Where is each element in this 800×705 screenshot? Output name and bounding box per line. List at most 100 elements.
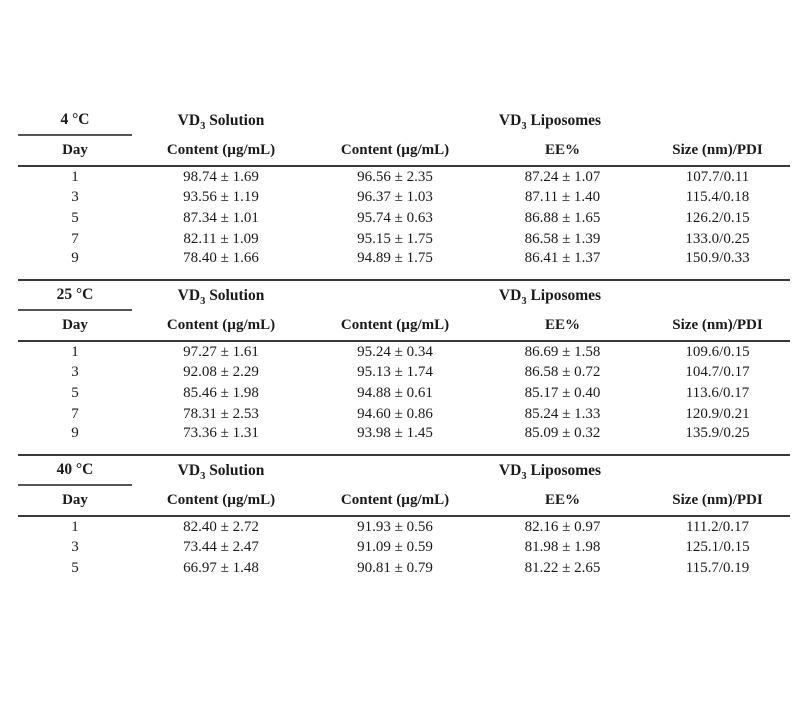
solution-content-cell: 97.27 ± 1.61 [183,343,259,360]
liposome-content-cell: 95.13 ± 1.74 [357,364,433,380]
day-cell: 9 [71,425,79,441]
day-cell: 1 [71,168,79,185]
size-pdi-cell: 109.6/0.15 [685,343,750,360]
liposome-content-cell: 94.60 ± 0.86 [357,406,433,422]
column-header-row: Day Content (µg/mL) Content (µg/mL) EE% … [18,485,790,517]
liposomes-group-header: VD3 Liposomes [310,106,790,135]
temperature-label: 25 °C [18,281,132,311]
size-pdi-cell: 111.2/0.17 [685,518,750,535]
liposome-content-cell: 94.89 ± 1.75 [357,250,433,266]
col-header-size-pdi: Size (nm)/PDI [645,485,790,517]
table-row: 1 97.27 ± 1.61 95.24 ± 0.34 86.69 ± 1.58… [18,341,790,362]
solution-content-cell: 66.97 ± 1.48 [183,560,259,576]
size-pdi-cell: 113.6/0.17 [685,385,750,401]
solution-group-header: VD3 Solution [132,456,310,485]
vd-label: VD [177,286,201,304]
vd-label: VD [498,461,522,479]
day-cell: 7 [71,231,79,247]
day-cell: 5 [71,385,79,401]
table-row: 9 73.36 ± 1.31 93.98 ± 1.45 85.09 ± 0.32… [18,425,790,455]
table-row: 9 78.40 ± 1.66 94.89 ± 1.75 86.41 ± 1.37… [18,250,790,280]
col-header-liposome-content: Content (µg/mL) [310,135,480,167]
table-row: 1 98.74 ± 1.69 96.56 ± 2.35 87.24 ± 1.07… [18,166,790,187]
solution-content-cell: 92.08 ± 2.29 [183,364,259,380]
liposome-content-cell: 95.15 ± 1.75 [357,231,433,247]
col-header-size-pdi: Size (nm)/PDI [645,310,790,342]
liposomes-group-header: VD3 Liposomes [310,281,790,310]
ee-cell: 81.22 ± 2.65 [524,560,601,576]
liposome-content-cell: 96.56 ± 2.35 [357,168,433,185]
liposome-content-cell: 93.98 ± 1.45 [357,425,433,441]
liposome-content-cell: 95.24 ± 0.34 [357,343,433,360]
ee-cell: 86.69 ± 1.58 [524,343,601,360]
col-header-solution-content: Content (µg/mL) [132,310,310,342]
ee-cell: 82.16 ± 0.97 [524,518,601,535]
liposome-content-cell: 91.93 ± 0.56 [357,518,433,535]
solution-content-cell: 85.46 ± 1.98 [183,385,259,401]
ee-cell: 81.98 ± 1.98 [524,539,601,555]
col-header-ee: EE% [480,310,645,342]
day-cell: 7 [71,406,79,422]
col-header-ee: EE% [480,485,645,517]
vd-subscript: 3 [200,295,206,307]
liposome-content-cell: 91.09 ± 0.59 [357,539,433,555]
size-pdi-cell: 120.9/0.21 [685,406,750,422]
col-header-liposome-content: Content (µg/mL) [310,310,480,342]
table-row: 3 93.56 ± 1.19 96.37 ± 1.03 87.11 ± 1.40… [18,187,790,208]
section-40c-table: 40 °C VD3 Solution VD3 Liposomes Day Con… [18,456,790,579]
section-4c-table: 4 °C VD3 Solution VD3 Liposomes Day Cont… [18,106,790,281]
solution-content-cell: 82.11 ± 1.09 [183,231,259,247]
size-pdi-cell: 133.0/0.25 [685,231,750,247]
vd-subscript: 3 [200,470,206,482]
day-cell: 3 [71,364,79,380]
section-40c: 40 °C VD3 Solution VD3 Liposomes Day Con… [18,456,790,579]
day-cell: 5 [71,560,79,576]
liposome-content-cell: 94.88 ± 0.61 [357,385,433,401]
col-header-day: Day [18,310,132,342]
ee-cell: 87.11 ± 1.40 [524,189,601,205]
table-row: 7 78.31 ± 2.53 94.60 ± 0.86 85.24 ± 1.33… [18,404,790,425]
size-pdi-cell: 115.4/0.18 [685,189,750,205]
vd-subscript: 3 [521,470,527,482]
solution-group-header: VD3 Solution [132,281,310,310]
ee-cell: 85.24 ± 1.33 [524,406,601,422]
solution-content-cell: 82.40 ± 2.72 [183,518,259,535]
section-25c: 25 °C VD3 Solution VD3 Liposomes Day Con… [18,281,790,456]
solution-label: Solution [209,286,265,304]
liposome-content-cell: 90.81 ± 0.79 [357,560,433,576]
vd-subscript: 3 [521,295,527,307]
vd-label: VD [177,111,201,129]
table-row: 5 85.46 ± 1.98 94.88 ± 0.61 85.17 ± 0.40… [18,383,790,404]
vd-label: VD [498,286,522,304]
table-row: 5 87.34 ± 1.01 95.74 ± 0.63 86.88 ± 1.65… [18,208,790,229]
col-header-liposome-content: Content (µg/mL) [310,485,480,517]
solution-label: Solution [209,461,265,479]
ee-cell: 86.58 ± 0.72 [524,364,601,380]
solution-content-cell: 78.31 ± 2.53 [183,406,259,422]
solution-content-cell: 98.74 ± 1.69 [183,168,259,185]
size-pdi-cell: 125.1/0.15 [685,539,750,555]
ee-cell: 87.24 ± 1.07 [524,168,601,185]
ee-cell: 86.41 ± 1.37 [524,250,601,266]
section-4c: 4 °C VD3 Solution VD3 Liposomes Day Cont… [18,106,790,281]
solution-content-cell: 73.44 ± 2.47 [183,539,259,555]
temperature-label: 40 °C [18,456,132,486]
col-header-solution-content: Content (µg/mL) [132,135,310,167]
vd-label: VD [498,111,522,129]
solution-content-cell: 78.40 ± 1.66 [183,250,259,266]
size-pdi-cell: 107.7/0.11 [685,168,750,185]
liposomes-label: Liposomes [530,461,602,479]
liposome-content-cell: 96.37 ± 1.03 [357,189,433,205]
solution-content-cell: 73.36 ± 1.31 [183,425,259,441]
col-header-day: Day [18,135,132,167]
group-header-row: 40 °C VD3 Solution VD3 Liposomes [18,456,790,486]
day-cell: 9 [71,250,79,266]
solution-label: Solution [209,111,265,129]
col-header-day: Day [18,485,132,517]
size-pdi-cell: 115.7/0.19 [685,560,750,576]
ee-cell: 85.09 ± 0.32 [524,425,601,441]
liposomes-group-header: VD3 Liposomes [310,456,790,485]
stability-table: 4 °C VD3 Solution VD3 Liposomes Day Cont… [18,106,790,579]
group-header-row: 4 °C VD3 Solution VD3 Liposomes [18,106,790,136]
size-pdi-cell: 104.7/0.17 [685,364,750,380]
